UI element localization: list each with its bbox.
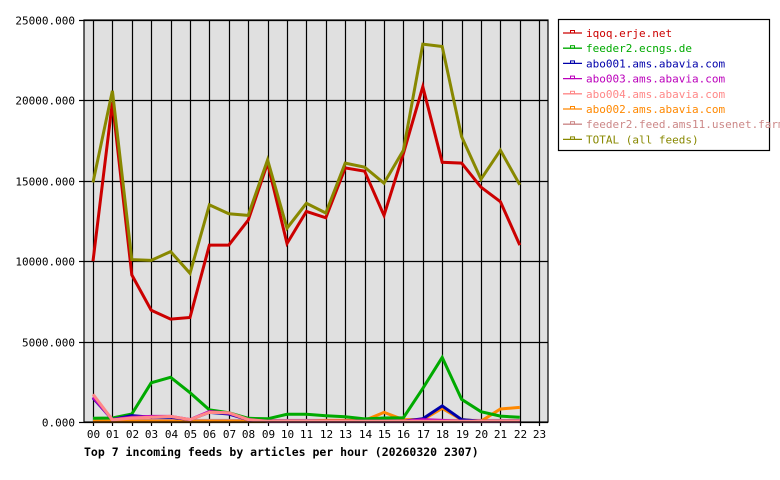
x-tick-label: 19	[456, 428, 469, 441]
y-tick-label: 15000.000	[15, 176, 75, 189]
series-line-1	[92, 354, 520, 421]
legend-marker-icon	[570, 75, 575, 80]
y-tick-label: 5000.000	[22, 337, 75, 350]
plot-background	[84, 20, 548, 422]
x-tick-label: 23	[533, 428, 546, 441]
legend-marker-icon	[570, 45, 575, 49]
x-tick-label: 22	[514, 428, 527, 441]
x-tick-label: 00	[87, 428, 100, 441]
legend-label: feeder2.feed.ams11.usenet.farm	[586, 118, 780, 131]
x-tick-label: 07	[223, 428, 236, 441]
series-lines	[91, 42, 522, 423]
y-tick-label: 20000.000	[15, 95, 75, 108]
x-tick-label: 01	[106, 428, 119, 441]
x-tick-label: 15	[378, 428, 391, 441]
series-line-4	[91, 393, 520, 423]
x-tick-label: 04	[165, 428, 179, 441]
legend-label: abo004.ams.abavia.com	[586, 88, 725, 101]
x-tick-label: 20	[475, 428, 488, 441]
legend: iqoq.erje.net feeder2.ecngs.de abo001.ams.…	[557, 18, 780, 152]
legend-label: TOTAL (all feeds)	[586, 133, 699, 146]
legend-marker-icon	[570, 106, 575, 110]
legend-label: feeder2.ecngs.de	[586, 42, 692, 55]
y-axis: 0.000 5000.000 10000.000 15000.000 20000.000…	[15, 15, 84, 430]
legend-label: iqoq.erje.net	[586, 27, 672, 40]
legend-label: abo003.ams.abavia.com	[586, 73, 725, 86]
x-tick-label: 18	[436, 428, 449, 441]
chart-title: Top 7 incoming feeds by articles per hou…	[84, 445, 479, 459]
series-line-7	[91, 42, 522, 277]
x-tick-label: 09	[262, 428, 275, 441]
x-tick-label: 16	[397, 428, 410, 441]
y-tick-label: 0.000	[42, 417, 75, 430]
legend-marker-icon	[570, 60, 575, 64]
x-tick-label: 12	[320, 428, 333, 441]
y-tick-label: 25000.000	[15, 15, 75, 28]
x-tick-label: 14	[359, 428, 373, 441]
legend-marker-icon	[570, 136, 575, 140]
legend-label: abo001.ams.abavia.com	[586, 57, 725, 70]
x-tick-label: 17	[417, 428, 430, 441]
x-tick-label: 11	[300, 428, 313, 441]
x-tick-label: 02	[126, 428, 139, 441]
legend-marker-icon	[570, 90, 575, 95]
legend-marker-icon	[570, 121, 575, 125]
x-tick-label: 21	[494, 428, 507, 441]
y-tick-label: 10000.000	[15, 256, 75, 269]
x-tick-label: 05	[184, 428, 197, 441]
legend-box	[557, 18, 771, 152]
x-tick-label: 13	[339, 428, 352, 441]
plot-frame	[83, 19, 549, 423]
x-axis: 00 01 02 03 04 05 06 07 08 09 10 11 12 13 14 15 16 17 18 19…	[87, 422, 546, 441]
series-line-0	[91, 81, 522, 321]
x-tick-label: 08	[242, 428, 255, 441]
x-tick-label: 10	[281, 428, 294, 441]
legend-marker-icon	[570, 30, 575, 34]
legend-label: abo002.ams.abavia.com	[586, 103, 725, 116]
x-tick-label: 06	[203, 428, 216, 441]
x-tick-label: 03	[145, 428, 158, 441]
